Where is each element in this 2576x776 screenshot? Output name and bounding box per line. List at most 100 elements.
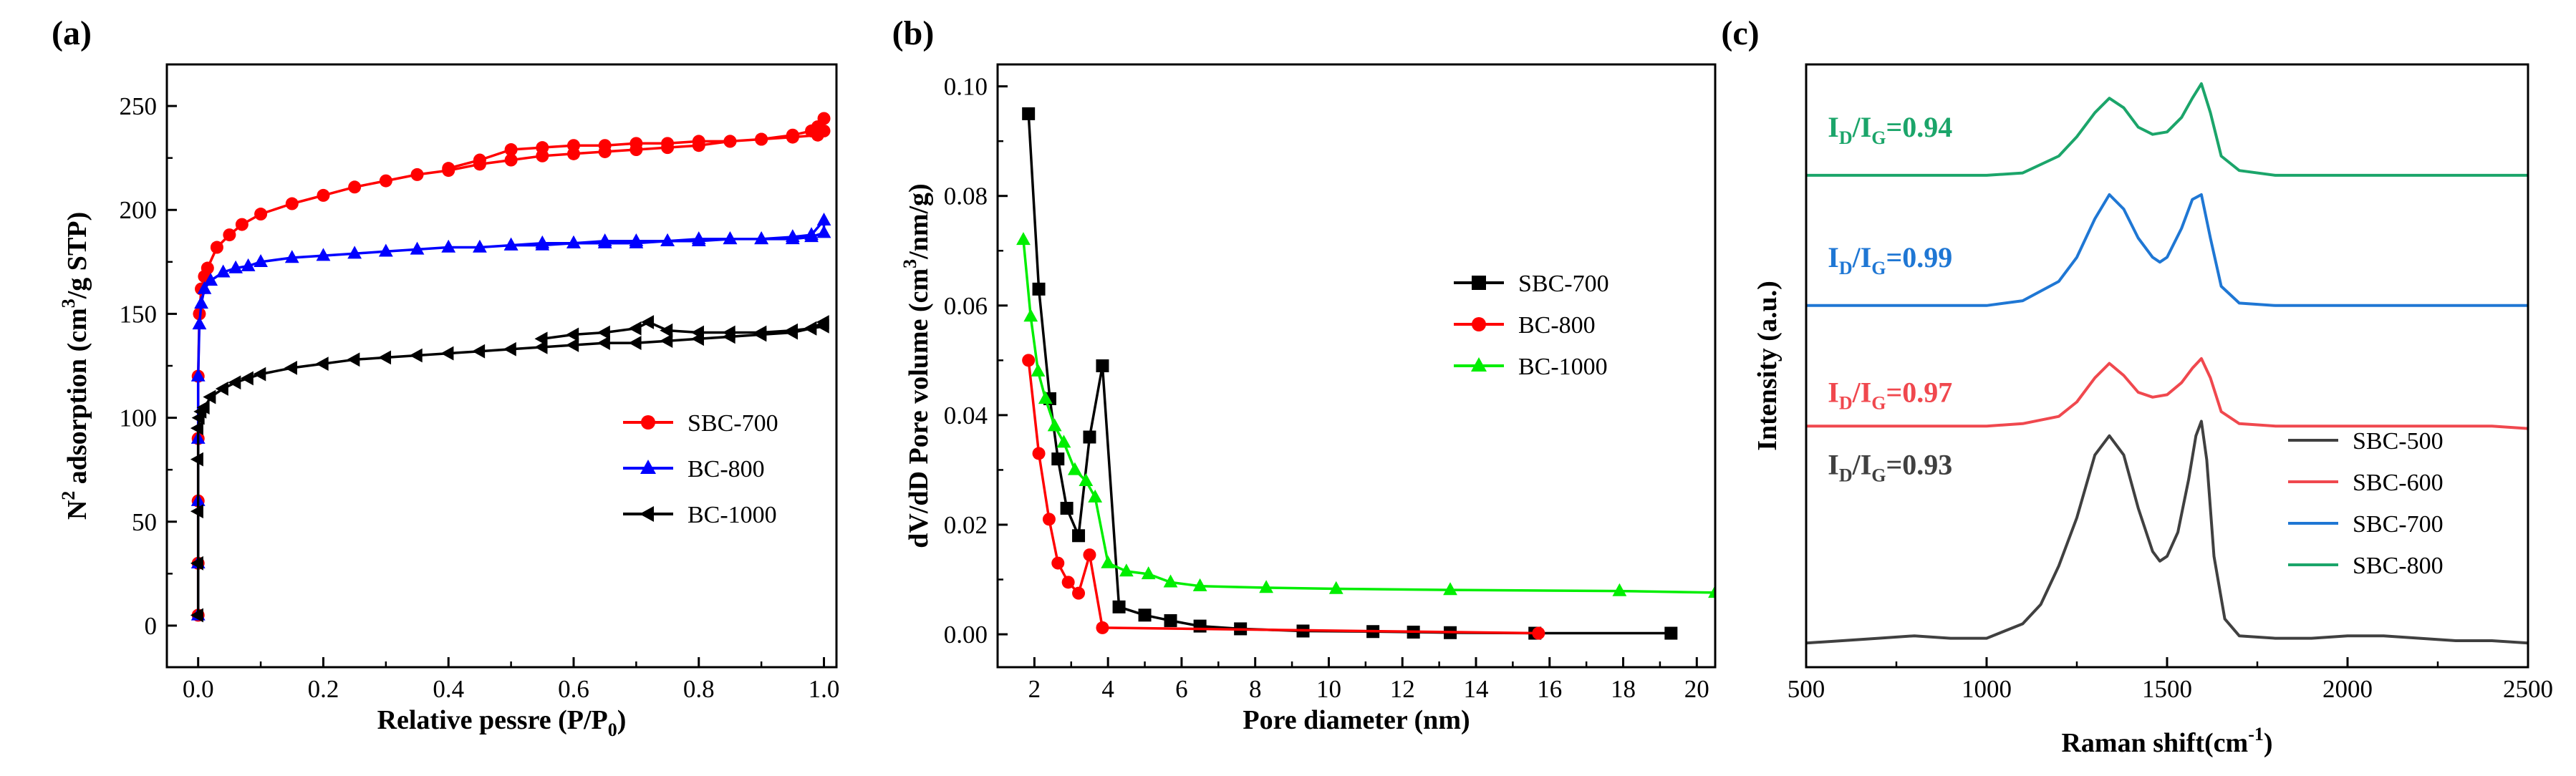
y-axis-title: N2 adsorption (cm3/g STP) [58,212,92,520]
data-point [317,188,330,202]
data-point [197,281,212,294]
data-point [1072,586,1086,600]
data-point [1056,435,1071,448]
series-SBC-700 [1806,193,2528,307]
data-point [378,350,392,365]
series-BC-800 [1022,354,1545,640]
data-point [1708,585,1715,598]
legend-label: SBC-800 [2353,553,2444,579]
data-point [190,452,203,467]
data-point [804,321,817,336]
x-tick-label: 0.0 [183,675,214,703]
data-point [284,361,297,375]
series-line [1806,419,2528,645]
data-point [1164,613,1177,627]
data-point [597,325,610,340]
series-SBC-600 [1806,357,2528,430]
data-point [660,233,675,246]
data-point [441,239,456,253]
data-point [210,241,223,254]
x-axis-title: Pore diameter (nm) [1243,705,1470,735]
data-point [203,273,218,286]
data-point [1259,580,1274,593]
data-point [534,331,548,346]
data-point [722,325,735,340]
data-point [1068,462,1082,475]
data-point [1022,354,1036,367]
data-point [316,248,331,261]
data-point [1193,619,1207,633]
data-point [190,504,203,519]
legend-label: SBC-500 [2353,428,2444,455]
data-point [566,327,579,342]
data-point [804,229,819,243]
data-point [753,325,767,340]
data-point [1061,576,1075,589]
data-point [755,132,768,146]
panel-a: (a) 0.0 0.2 0.4 0.6 0.8 1.0 0 50 100 150 200 250 Rela… [52,14,839,740]
data-point [1443,582,1457,596]
data-point [1612,583,1627,596]
data-point [1022,107,1036,120]
data-point [1016,232,1031,246]
data-point [472,344,486,359]
data-point [1532,626,1545,640]
data-point [597,233,612,246]
data-point [347,246,362,259]
data-point [504,143,518,157]
legend: SBC-500 SBC-600 SBC-700 SBC-800 [2288,428,2444,579]
id-ig-ratio-label: ID/IG=0.94 [1828,111,1952,148]
data-point [347,352,360,367]
plot-frame [996,63,1717,669]
y-tick-label: 250 [120,92,158,120]
series-line [1806,357,2528,430]
panel-letter: (a) [52,14,92,52]
series-SBC-800 [1806,82,2528,177]
x-tick-label: 4 [1101,675,1114,703]
data-point [1083,548,1096,562]
legend-marker [1471,357,1487,372]
data-point [379,174,392,188]
id-ig-ratio-label: ID/IG=0.93 [1828,449,1952,486]
data-point [566,139,580,152]
x-tick-label: 20 [1684,675,1709,703]
data-point [628,321,642,336]
series-line [1806,82,2528,177]
data-point [1060,502,1074,515]
data-point [190,556,203,571]
data-point [1023,309,1038,322]
x-tick-label: 1000 [1962,675,2012,703]
data-point [598,139,612,152]
data-point [201,261,214,275]
data-point [816,212,831,225]
x-tick-label: 1.0 [809,675,840,703]
legend-marker [1472,317,1486,331]
y-tick-label: 150 [120,300,158,328]
data-point [566,338,579,352]
data-point [216,264,231,278]
data-point [1096,621,1109,634]
data-point [785,231,800,245]
data-point [1047,418,1062,432]
data-point [1138,608,1152,622]
legend: SBC-700 BC-800 BC-1000 [1454,271,1609,380]
data-point [235,218,249,231]
x-tick-label: 16 [1537,675,1562,703]
data-point [1112,600,1126,613]
data-point [228,375,241,390]
data-point [285,197,299,210]
data-point [629,137,643,150]
y-tick-label: 0.10 [944,73,988,101]
data-point [1141,566,1156,580]
x-tick-label: 10 [1316,675,1341,703]
x-tick-label: 2500 [2503,675,2553,703]
data-point [1079,472,1094,486]
data-point [410,241,425,255]
y-tick-label: 0.00 [944,621,988,649]
data-point [692,135,705,148]
data-point [816,225,831,238]
data-point [228,260,243,273]
id-ig-ratio-label: ID/IG=0.99 [1828,241,1952,278]
y-tick-label: 0.02 [944,511,988,539]
